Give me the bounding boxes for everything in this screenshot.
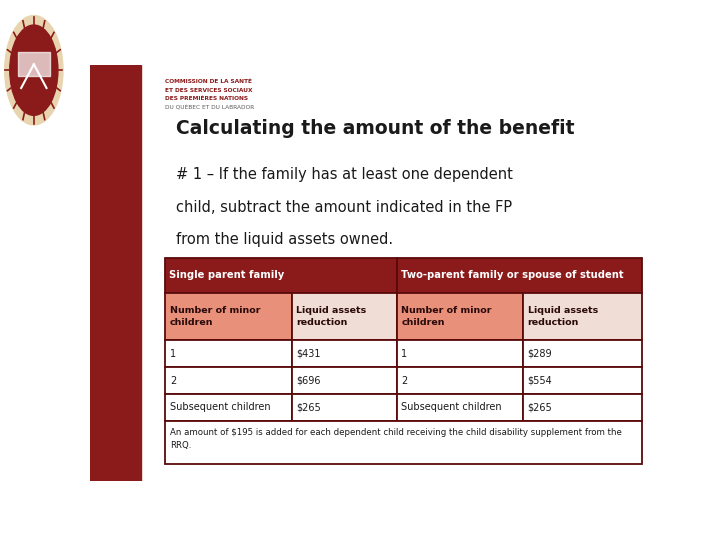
Text: Number of minor
children: Number of minor children bbox=[401, 306, 492, 327]
Bar bbox=[166, 258, 397, 293]
Bar bbox=[292, 341, 397, 367]
Text: Single parent family: Single parent family bbox=[169, 271, 284, 280]
Text: DU QUÉBEC ET DU LABRADOR: DU QUÉBEC ET DU LABRADOR bbox=[166, 104, 255, 110]
Text: Subsequent children: Subsequent children bbox=[401, 402, 502, 413]
Bar bbox=[166, 394, 292, 421]
Text: $265: $265 bbox=[528, 402, 552, 413]
Text: ET DES SERVICES SOCIAUX: ET DES SERVICES SOCIAUX bbox=[166, 87, 253, 93]
Text: An amount of $195 is added for each dependent child receiving the child disabili: An amount of $195 is added for each depe… bbox=[170, 428, 621, 450]
Text: $696: $696 bbox=[296, 376, 320, 386]
Text: $431: $431 bbox=[296, 349, 320, 359]
Text: Liquid assets
reduction: Liquid assets reduction bbox=[296, 306, 366, 327]
Bar bbox=[166, 367, 292, 394]
Text: $265: $265 bbox=[296, 402, 321, 413]
Text: 1: 1 bbox=[401, 349, 408, 359]
Bar bbox=[397, 367, 523, 394]
Bar bbox=[523, 394, 642, 421]
Bar bbox=[523, 293, 642, 341]
Text: 2: 2 bbox=[401, 376, 408, 386]
Bar bbox=[397, 341, 523, 367]
Bar bbox=[292, 394, 397, 421]
Text: DES PREMIÈRES NATIONS: DES PREMIÈRES NATIONS bbox=[166, 96, 248, 101]
Circle shape bbox=[5, 16, 63, 125]
Text: Subsequent children: Subsequent children bbox=[170, 402, 271, 413]
Text: $289: $289 bbox=[528, 349, 552, 359]
Bar bbox=[397, 293, 523, 341]
Text: Liquid assets
reduction: Liquid assets reduction bbox=[528, 306, 598, 327]
Bar bbox=[397, 394, 523, 421]
Bar bbox=[292, 367, 397, 394]
Text: $554: $554 bbox=[528, 376, 552, 386]
Text: Calculating the amount of the benefit: Calculating the amount of the benefit bbox=[176, 119, 575, 138]
Text: 1: 1 bbox=[170, 349, 176, 359]
Bar bbox=[90, 65, 141, 481]
Text: COMMISSION DE LA SANTÉ: COMMISSION DE LA SANTÉ bbox=[166, 79, 252, 84]
Bar bbox=[523, 367, 642, 394]
Text: child, subtract the amount indicated in the FP: child, subtract the amount indicated in … bbox=[176, 200, 513, 215]
Circle shape bbox=[10, 25, 58, 116]
Bar bbox=[292, 293, 397, 341]
Text: # 1 – If the family has at least one dependent: # 1 – If the family has at least one dep… bbox=[176, 167, 513, 181]
Text: Two-parent family or spouse of student: Two-parent family or spouse of student bbox=[400, 271, 624, 280]
Text: 2: 2 bbox=[170, 376, 176, 386]
Text: from the liquid assets owned.: from the liquid assets owned. bbox=[176, 232, 394, 247]
Bar bbox=[523, 341, 642, 367]
Bar bbox=[166, 341, 292, 367]
Text: Number of minor
children: Number of minor children bbox=[170, 306, 261, 327]
Bar bbox=[166, 421, 642, 464]
Bar bbox=[397, 258, 642, 293]
Bar bbox=[166, 293, 292, 341]
